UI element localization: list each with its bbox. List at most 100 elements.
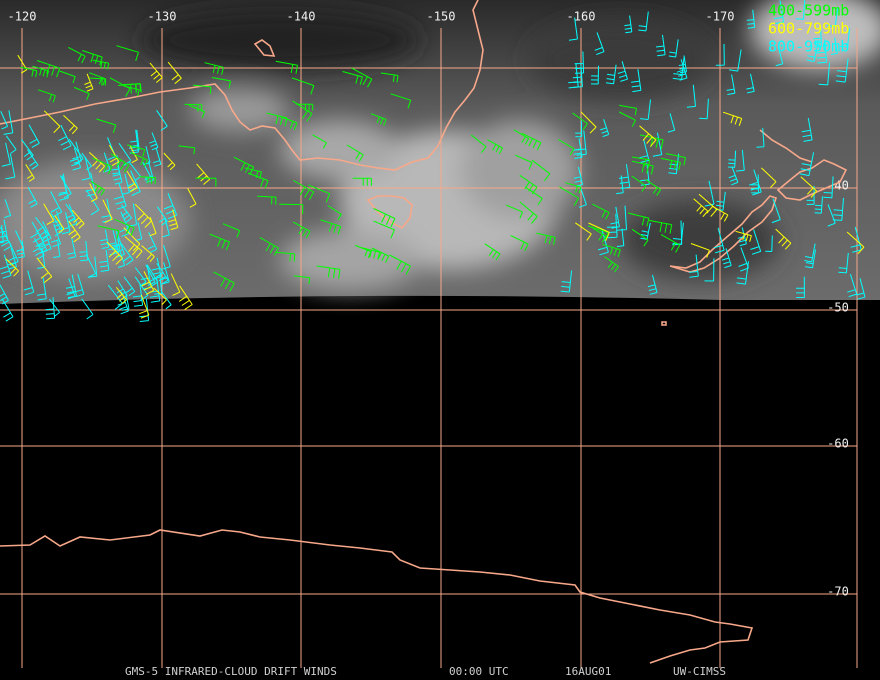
wind-barb: [715, 43, 725, 66]
wind-barb: [668, 153, 680, 175]
wind-barb: [121, 83, 141, 92]
wind-barb: [590, 65, 599, 85]
wind-barb: [49, 298, 60, 317]
wind-barb: [209, 233, 230, 251]
wind-barb: [373, 208, 396, 228]
wind-barb: [668, 39, 679, 58]
new-zealand-north: [759, 129, 848, 201]
wind-barb: [806, 42, 819, 62]
wind-barb: [20, 66, 38, 78]
wind-barb: [72, 141, 82, 164]
wind-barb: [389, 254, 411, 275]
wind-barb: [775, 228, 792, 250]
wind-barb: [1, 142, 11, 167]
wind-barb: [149, 278, 161, 303]
wind-barb: [513, 129, 530, 145]
latitude-label: -50: [827, 301, 849, 315]
wind-barb: [54, 215, 65, 234]
wind-barb: [672, 57, 685, 80]
wind-barb: [139, 176, 156, 185]
wind-barb: [605, 64, 617, 85]
wind-barb: [607, 213, 618, 239]
wind-barb: [118, 143, 132, 166]
wind-barb: [149, 132, 159, 151]
footer: GMS-5 INFRARED-CLOUD DRIFT WINDS 00:00 U…: [125, 665, 726, 678]
wind-barb: [627, 212, 650, 227]
wind-barb: [89, 77, 107, 86]
wind-barb: [361, 247, 381, 260]
wind-barb: [756, 127, 765, 148]
wind-barb: [292, 221, 311, 239]
wind-barb: [470, 134, 487, 154]
wind-barb: [141, 245, 155, 263]
wind-barb: [603, 256, 619, 273]
wind-barb: [600, 119, 610, 138]
wind-barb: [296, 103, 314, 111]
wind-barb: [52, 210, 63, 231]
wind-barb: [126, 144, 146, 157]
longitude-label: -120: [8, 10, 37, 24]
wind-barbs: [0, 0, 866, 322]
latitude-label: -60: [827, 437, 849, 451]
wind-barb: [92, 157, 113, 175]
wind-barb: [195, 177, 217, 187]
wind-barb: [0, 254, 12, 279]
wind-barb: [580, 111, 597, 134]
wind-barb: [159, 262, 170, 285]
wind-barb: [124, 236, 143, 259]
wind-barb: [850, 226, 862, 253]
wind-barb: [99, 249, 110, 272]
wind-barb: [847, 273, 858, 298]
wind-barb: [390, 93, 412, 109]
wind-barb: [631, 175, 647, 192]
wind-barb: [728, 150, 737, 168]
wind-barb: [123, 227, 141, 252]
wind-barb: [576, 130, 587, 156]
wind-barb: [735, 230, 752, 242]
wind-barb: [371, 247, 390, 263]
wind-barb: [572, 64, 583, 88]
wind-barb: [129, 144, 138, 164]
wind-barb: [0, 219, 9, 243]
wind-barb: [71, 209, 85, 229]
date: 16AUG01: [565, 665, 611, 678]
wind-barb: [616, 175, 624, 195]
wind-barb: [113, 183, 127, 210]
wind-barb: [163, 193, 178, 220]
wind-barb: [578, 185, 587, 208]
wind-barb: [774, 0, 785, 25]
wind-barb: [690, 243, 710, 258]
wind-barb: [126, 170, 138, 193]
wind-barb: [856, 278, 866, 300]
wind-barb: [832, 197, 844, 221]
wind-barb: [592, 203, 610, 220]
wind-barb: [132, 283, 144, 307]
wind-barb: [23, 270, 35, 296]
wind-barb: [557, 139, 575, 156]
wind-barb: [156, 263, 169, 285]
wind-barb: [308, 184, 331, 203]
wind-barb: [130, 129, 140, 152]
wind-barb: [370, 113, 387, 126]
wind-barb: [667, 113, 676, 133]
wind-barb: [63, 115, 78, 135]
wind-barb: [213, 271, 235, 292]
wind-barb: [68, 46, 86, 64]
wind-barb: [257, 195, 277, 205]
wind-barb: [572, 112, 588, 130]
wind-barb: [247, 172, 269, 189]
wind-barb: [640, 99, 651, 120]
wind-barb: [149, 216, 157, 237]
wind-barb: [293, 180, 315, 201]
wind-barb: [102, 199, 113, 224]
longitude-label: -170: [706, 10, 735, 24]
wind-barb: [163, 152, 176, 171]
longitude-label: -160: [567, 10, 596, 24]
wind-barb: [291, 77, 315, 95]
graticule: -120 -130 -140 -150 -160 -170-40-50-60-70: [0, 10, 858, 668]
wind-barb: [660, 157, 681, 171]
wind-barb: [765, 235, 773, 252]
wind-barb: [156, 110, 168, 131]
wind-barb: [204, 62, 224, 75]
wind-barb: [15, 230, 25, 253]
